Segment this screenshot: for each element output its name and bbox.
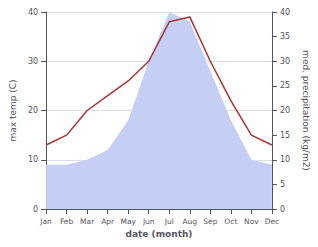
- svg-text:Sep: Sep: [203, 217, 217, 226]
- svg-text:Jun: Jun: [142, 217, 155, 226]
- svg-text:Jan: Jan: [39, 217, 52, 226]
- svg-text:40: 40: [28, 8, 38, 17]
- svg-text:max temp (C): max temp (C): [8, 79, 18, 141]
- svg-text:20: 20: [28, 106, 38, 115]
- svg-text:Oct: Oct: [224, 217, 237, 226]
- svg-text:Dec: Dec: [265, 217, 280, 226]
- svg-text:40: 40: [280, 8, 290, 17]
- svg-text:5: 5: [280, 180, 285, 189]
- svg-text:Feb: Feb: [60, 217, 74, 226]
- svg-text:30: 30: [28, 57, 38, 66]
- svg-text:Jul: Jul: [164, 217, 174, 226]
- svg-text:15: 15: [280, 131, 290, 140]
- svg-text:date (month): date (month): [126, 229, 193, 239]
- svg-text:10: 10: [28, 155, 38, 164]
- svg-text:30: 30: [280, 57, 290, 66]
- svg-text:20: 20: [280, 106, 290, 115]
- svg-text:med. precipitation (kg/m2): med. precipitation (kg/m2): [301, 50, 311, 171]
- svg-text:10: 10: [280, 155, 290, 164]
- svg-text:Apr: Apr: [101, 217, 115, 226]
- svg-text:35: 35: [280, 32, 290, 41]
- svg-text:25: 25: [280, 81, 290, 90]
- svg-text:Mar: Mar: [80, 217, 95, 226]
- svg-text:0: 0: [280, 205, 285, 214]
- svg-text:Aug: Aug: [182, 217, 197, 226]
- svg-text:0: 0: [33, 205, 38, 214]
- svg-text:Nov: Nov: [244, 217, 259, 226]
- svg-text:May: May: [120, 217, 136, 226]
